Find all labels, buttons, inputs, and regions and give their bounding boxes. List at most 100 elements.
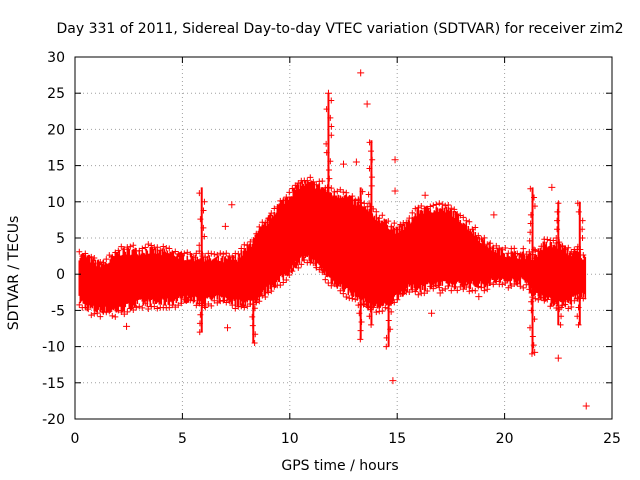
data-point — [326, 175, 333, 182]
data-point-outlier — [221, 222, 229, 230]
data-point — [555, 252, 562, 259]
data-point — [454, 287, 461, 294]
data-point — [478, 235, 485, 242]
data-point — [91, 310, 98, 317]
data-point — [460, 214, 467, 221]
data-point — [277, 282, 284, 289]
data-point — [556, 287, 563, 294]
data-point — [200, 207, 207, 214]
y-tick-label: -10 — [42, 340, 65, 356]
data-point — [387, 326, 394, 333]
data-point — [574, 200, 581, 207]
data-point — [386, 291, 393, 298]
data-point — [307, 174, 314, 181]
data-point — [433, 201, 440, 208]
data-point — [557, 321, 564, 328]
data-point — [514, 250, 521, 257]
data-point — [199, 276, 206, 283]
data-point — [556, 269, 563, 276]
data-point — [387, 239, 394, 246]
data-point — [265, 289, 272, 296]
data-point-outlier — [389, 377, 397, 385]
data-point — [478, 284, 485, 291]
data-point — [324, 262, 331, 269]
data-point — [368, 174, 375, 181]
data-point — [97, 313, 104, 320]
data-point — [202, 304, 209, 311]
data-point — [578, 261, 585, 268]
data-point — [376, 215, 383, 222]
data-point — [436, 200, 443, 207]
data-point — [383, 256, 390, 263]
data-point — [520, 284, 527, 291]
data-point — [196, 320, 203, 327]
data-point — [256, 298, 263, 305]
data-point — [76, 248, 83, 255]
data-point — [217, 250, 224, 257]
data-point — [286, 189, 293, 196]
data-point — [337, 287, 344, 294]
data-point — [578, 287, 585, 294]
data-point — [412, 205, 419, 212]
data-point-outlier — [352, 158, 360, 166]
data-point — [575, 304, 582, 311]
data-point — [356, 292, 363, 299]
y-tick-label: 25 — [47, 86, 65, 102]
data-point — [531, 246, 538, 253]
data-point — [391, 220, 398, 227]
data-point-outlier — [224, 324, 232, 332]
data-point — [256, 223, 263, 230]
data-point — [369, 261, 376, 268]
data-point — [484, 286, 491, 293]
data-point — [265, 215, 272, 222]
data-point — [201, 198, 208, 205]
data-point — [262, 293, 269, 300]
data-point — [115, 247, 122, 254]
data-point — [383, 282, 390, 289]
data-point — [327, 114, 334, 121]
data-point-outlier — [548, 183, 556, 191]
data-point — [365, 304, 372, 311]
data-point — [579, 226, 586, 233]
x-tick-label: 0 — [71, 431, 80, 447]
data-point — [139, 245, 146, 252]
data-point — [505, 250, 512, 257]
data-point — [319, 269, 326, 276]
data-point — [527, 324, 534, 331]
data-point — [575, 252, 582, 259]
data-point — [197, 311, 204, 318]
data-point — [252, 279, 259, 286]
data-point — [91, 254, 98, 261]
data-point — [190, 254, 197, 261]
data-point — [574, 278, 581, 285]
data-point — [580, 252, 587, 259]
data-point — [304, 177, 311, 184]
data-point — [274, 203, 281, 210]
data-point — [527, 281, 534, 288]
data-point — [538, 294, 545, 301]
data-point — [252, 287, 259, 294]
data-point — [535, 248, 542, 255]
data-point — [190, 297, 197, 304]
data-point — [271, 283, 278, 290]
data-layer — [76, 69, 590, 410]
y-tick-label: 10 — [47, 195, 65, 211]
data-point — [354, 223, 361, 230]
data-point — [366, 313, 373, 320]
data-point — [346, 295, 353, 302]
data-point — [340, 189, 347, 196]
data-point — [366, 165, 373, 172]
data-point — [223, 250, 230, 257]
data-point — [575, 321, 582, 328]
data-point — [324, 184, 331, 191]
data-point — [251, 305, 258, 312]
data-point — [369, 217, 376, 224]
data-point — [241, 241, 248, 248]
data-point — [280, 197, 287, 204]
data-point — [554, 226, 561, 233]
data-point — [343, 189, 350, 196]
data-point — [355, 206, 362, 213]
data-point-outlier — [554, 354, 562, 362]
data-point — [554, 217, 561, 224]
data-point — [349, 295, 356, 302]
